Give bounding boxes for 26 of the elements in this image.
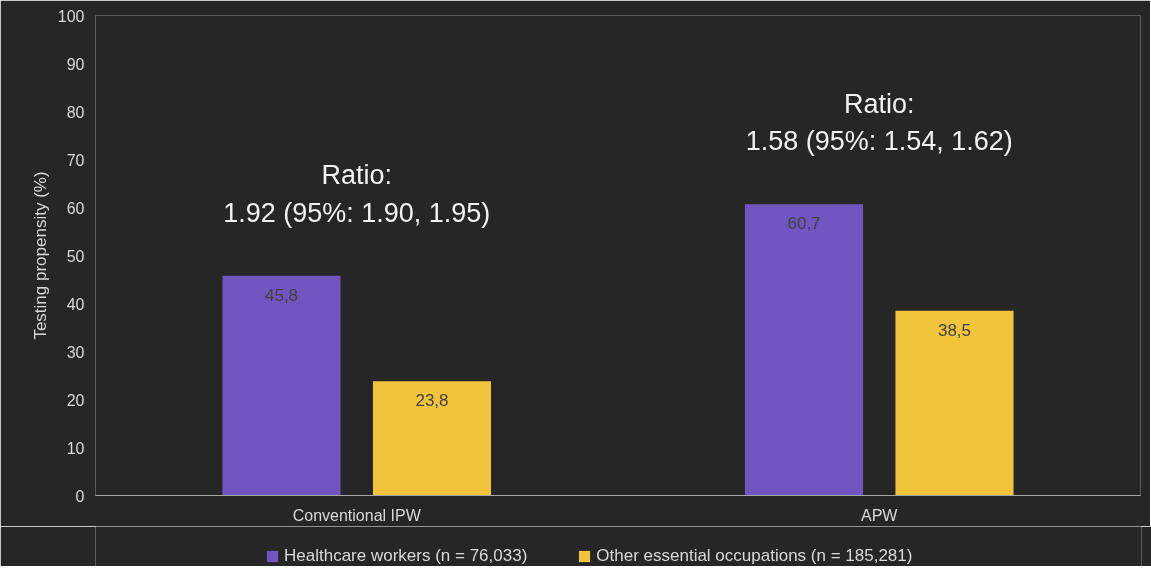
- data-label: 60,7: [787, 214, 821, 234]
- y-tick-label: 20: [66, 391, 85, 409]
- annotation: Ratio: 1.92 (95%: 1.90, 1.95): [223, 160, 491, 228]
- y-tick-label: 40: [66, 295, 85, 313]
- bar: [372, 381, 492, 496]
- y-tick-label: 0: [75, 487, 85, 505]
- data-label: 45,8: [264, 285, 299, 305]
- x-tick-label: Conventional IPW: [292, 506, 422, 524]
- legend-label: Healthcare workers (n = 76,033): [284, 546, 528, 566]
- y-tick-label: 60: [66, 199, 85, 217]
- legend-label: Other essential occupations (n = 185,281): [596, 546, 913, 566]
- bar: [744, 204, 864, 496]
- y-tick-label: 90: [66, 55, 85, 73]
- x-tick-label: APW: [861, 506, 899, 524]
- y-tick-label: 10: [66, 439, 85, 457]
- data-label: 38,5: [937, 320, 972, 340]
- bar: [222, 275, 341, 496]
- y-tick-label: 50: [66, 247, 85, 265]
- y-tick-label: 30: [66, 343, 85, 361]
- y-axis-title: Testing propensity (%): [30, 171, 50, 340]
- y-tick-label: 80: [66, 103, 85, 121]
- annotation: Ratio: 1.58 (95%: 1.54, 1.62): [745, 88, 1013, 157]
- y-tick-label: 100: [57, 7, 85, 25]
- data-label: 23,8: [415, 391, 449, 411]
- bar: [895, 310, 1014, 496]
- y-tick-label: 70: [66, 151, 85, 169]
